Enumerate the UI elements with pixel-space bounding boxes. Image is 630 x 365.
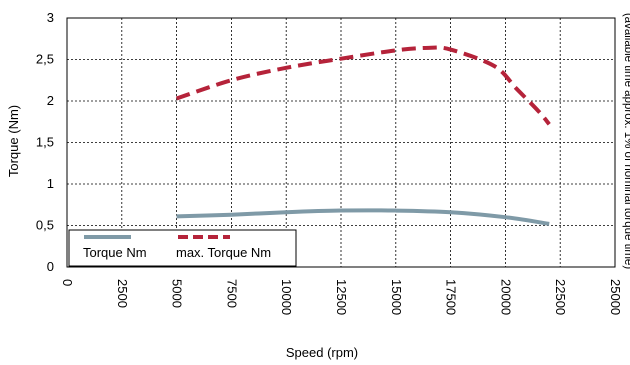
y-tick-label: 1,5 bbox=[36, 135, 54, 150]
right-side-note: (available time approx. 1% of nominal to… bbox=[622, 13, 630, 269]
x-axis-title: Speed (rpm) bbox=[286, 345, 358, 360]
x-tick-label: 0 bbox=[60, 279, 75, 286]
series-layer bbox=[175, 45, 551, 226]
y-axis-ticks: 0 0,5 1 1,5 2 2,5 3 bbox=[36, 10, 54, 274]
x-tick-label: 10000 bbox=[279, 279, 294, 315]
plot-area-frame bbox=[66, 17, 616, 268]
x-tick-label: 20000 bbox=[498, 279, 513, 315]
x-tick-label: 25000 bbox=[608, 279, 623, 315]
x-tick-label: 22500 bbox=[553, 279, 568, 315]
y-tick-label: 2 bbox=[47, 93, 54, 108]
x-tick-label: 12500 bbox=[334, 279, 349, 315]
x-tick-label: 17500 bbox=[444, 279, 459, 315]
x-tick-label: 5000 bbox=[170, 279, 185, 308]
legend: Torque Nm max. Torque Nm bbox=[68, 229, 297, 267]
x-tick-label: 2500 bbox=[115, 279, 130, 308]
y-tick-label: 0,5 bbox=[36, 218, 54, 233]
x-axis-ticks: 0 2500 5000 7500 10000 12500 15000 17500 20000 22… bbox=[60, 279, 623, 315]
y-tick-label: 2,5 bbox=[36, 52, 54, 67]
series-line-torque bbox=[176, 208, 550, 226]
x-tick-label: 15000 bbox=[389, 279, 404, 315]
legend-label-max-torque: max. Torque Nm bbox=[176, 245, 271, 260]
y-axis-title: Torque (Nm) bbox=[6, 105, 21, 177]
x-tick-label: 7500 bbox=[224, 279, 239, 308]
y-tick-label: 0 bbox=[47, 259, 54, 274]
y-tick-label: 3 bbox=[47, 10, 54, 25]
y-tick-label: 1 bbox=[47, 176, 54, 191]
series-line-max-torque bbox=[175, 45, 551, 126]
legend-label-torque: Torque Nm bbox=[83, 245, 147, 260]
